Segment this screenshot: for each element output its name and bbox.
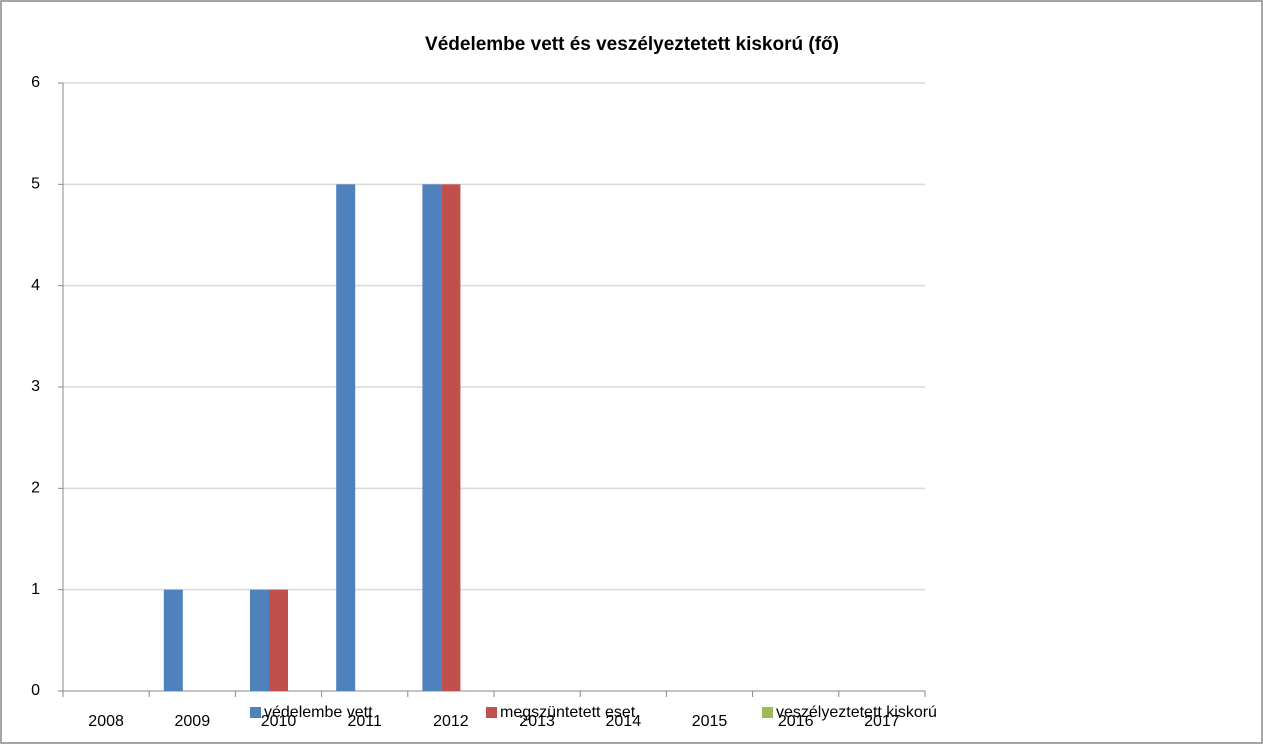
legend-label: megszüntetett eset xyxy=(500,704,636,721)
y-tick-label: 4 xyxy=(31,277,40,294)
y-tick-label: 0 xyxy=(31,682,40,699)
legend-swatch xyxy=(486,707,497,718)
legend-swatch xyxy=(762,707,773,718)
y-tick-label: 3 xyxy=(31,378,40,395)
bar xyxy=(269,589,288,691)
bar xyxy=(250,589,269,691)
y-tick-label: 6 xyxy=(31,74,40,91)
bar xyxy=(163,589,183,691)
chart-title: Védelembe vett és veszélyeztetett kiskor… xyxy=(425,34,839,55)
x-tick-label: 2017 xyxy=(864,713,900,730)
bar xyxy=(336,184,356,692)
x-tick-label: 2016 xyxy=(778,713,814,730)
legend-swatch xyxy=(250,707,261,718)
y-tick-label: 5 xyxy=(31,176,40,193)
x-tick-label: 2014 xyxy=(606,713,642,730)
x-tick-label: 2015 xyxy=(692,713,728,730)
legend-label: védelembe vett xyxy=(264,704,373,721)
x-tick-label: 2013 xyxy=(519,713,555,730)
x-tick-label: 2011 xyxy=(347,713,382,730)
x-tick-label: 2008 xyxy=(88,713,124,730)
y-tick-label: 1 xyxy=(31,581,40,598)
x-tick-label: 2012 xyxy=(433,713,469,730)
x-tick-label: 2010 xyxy=(261,713,297,730)
bar xyxy=(441,184,461,692)
legend-label: veszélyeztetett kiskorú xyxy=(776,704,937,721)
bar xyxy=(422,184,442,692)
x-tick-label: 2009 xyxy=(175,713,211,730)
y-tick-label: 2 xyxy=(31,480,40,497)
